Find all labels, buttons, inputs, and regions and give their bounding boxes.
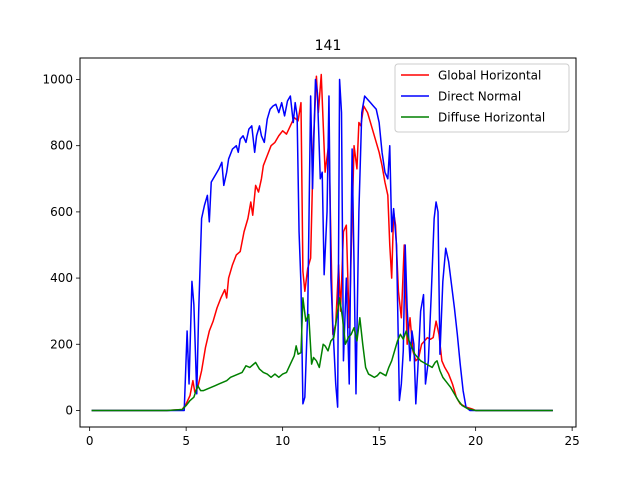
legend-box [394, 63, 570, 133]
x-axis: 0 5 10 15 20 25 [86, 427, 580, 448]
y-tick-label: 600 [50, 205, 73, 219]
y-axis: 0 200 400 600 800 1000 [42, 73, 80, 417]
y-tick-label: 0 [65, 403, 73, 417]
x-tick-label: 20 [468, 434, 483, 448]
x-tick-label: 10 [275, 434, 290, 448]
chart-title: 141 [315, 38, 342, 54]
plot-area-frame [79, 57, 577, 428]
legend: Global Horizontal Direct Normal Diffuse Ho… [394, 63, 570, 133]
legend-label: Global Horizontal [438, 69, 541, 83]
y-tick-label: 1000 [42, 73, 73, 87]
y-tick-label: 400 [50, 271, 73, 285]
x-tick-label: 25 [564, 434, 579, 448]
series-line-direct-normal [91, 78, 553, 412]
x-tick-label: 15 [372, 434, 387, 448]
legend-label: Direct Normal [438, 90, 521, 104]
legend-label: Diffuse Horizontal [438, 111, 545, 125]
y-tick-label: 800 [50, 139, 73, 153]
x-tick-label: 0 [86, 434, 94, 448]
series-layer [91, 73, 553, 412]
x-tick-label: 5 [182, 434, 190, 448]
y-tick-label: 200 [50, 337, 73, 351]
series-line-diffuse-horizontal [91, 297, 553, 412]
